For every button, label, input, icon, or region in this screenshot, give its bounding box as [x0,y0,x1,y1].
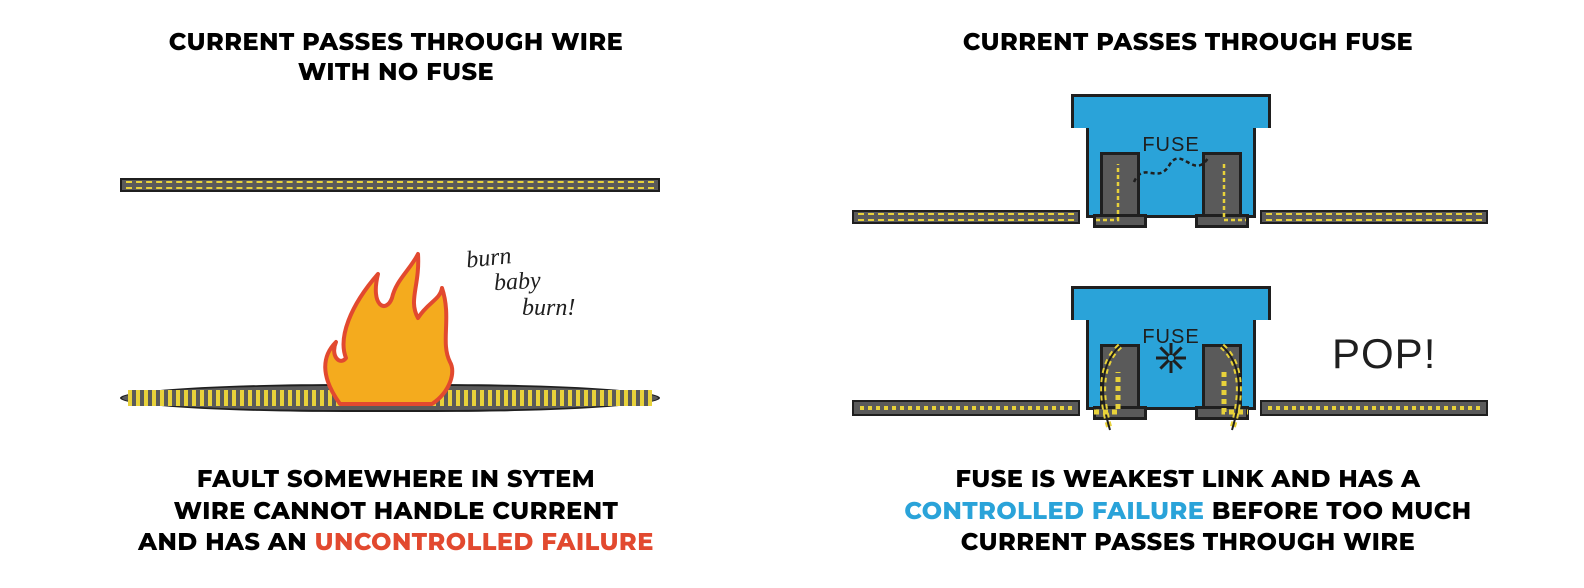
caption-with-fuse: FUSE IS WEAKEST LINK AND HAS A CONTROLLE… [792,464,1584,558]
fuse-intact: FUSE [1036,94,1306,224]
caption-line-3b-highlight: UNCONTROLLED FAILURE [315,528,654,557]
caption-line-3: CURRENT PASSES THROUGH WIRE [792,527,1584,558]
flame-callout: burn baby burn! [466,242,575,321]
caption-line-1: FUSE IS WEAKEST LINK AND HAS A [792,464,1584,495]
wire-normal [120,178,660,192]
caption-line-2: WIRE CANNOT HANDLE CURRENT [0,496,792,527]
flame-callout-2: baby [493,266,576,297]
caption-line-1: FAULT SOMEWHERE IN SYTEM [0,464,792,495]
title-line-1: CURRENT PASSES THROUGH FUSE [792,28,1584,58]
panel-with-fuse: CURRENT PASSES THROUGH FUSE FUSE FUSE [792,0,1584,588]
caption-line-3: AND HAS AN UNCONTROLLED FAILURE [0,527,792,558]
flame-callout-3: burn! [522,295,575,321]
pop-label: POP! [1332,330,1436,378]
fuse-blown: FUSE [1036,286,1306,416]
title-no-fuse: CURRENT PASSES THROUGH WIRE WITH NO FUSE [0,28,792,88]
title-line-1: CURRENT PASSES THROUGH WIRE [0,28,792,58]
caption-line-3a: AND HAS AN [138,528,314,557]
current-path-top [1036,94,1306,234]
title-line-2: WITH NO FUSE [0,58,792,88]
caption-line-2a-highlight: CONTROLLED FAILURE [904,497,1204,526]
caption-line-2b: BEFORE TOO MUCH [1204,497,1471,526]
panel-no-fuse: CURRENT PASSES THROUGH WIRE WITH NO FUSE… [0,0,792,588]
caption-no-fuse: FAULT SOMEWHERE IN SYTEM WIRE CANNOT HAN… [0,464,792,558]
current-path-bottom [1036,286,1306,426]
caption-line-2: CONTROLLED FAILURE BEFORE TOO MUCH [792,496,1584,527]
flame-icon [300,246,470,406]
title-with-fuse: CURRENT PASSES THROUGH FUSE [792,28,1584,58]
